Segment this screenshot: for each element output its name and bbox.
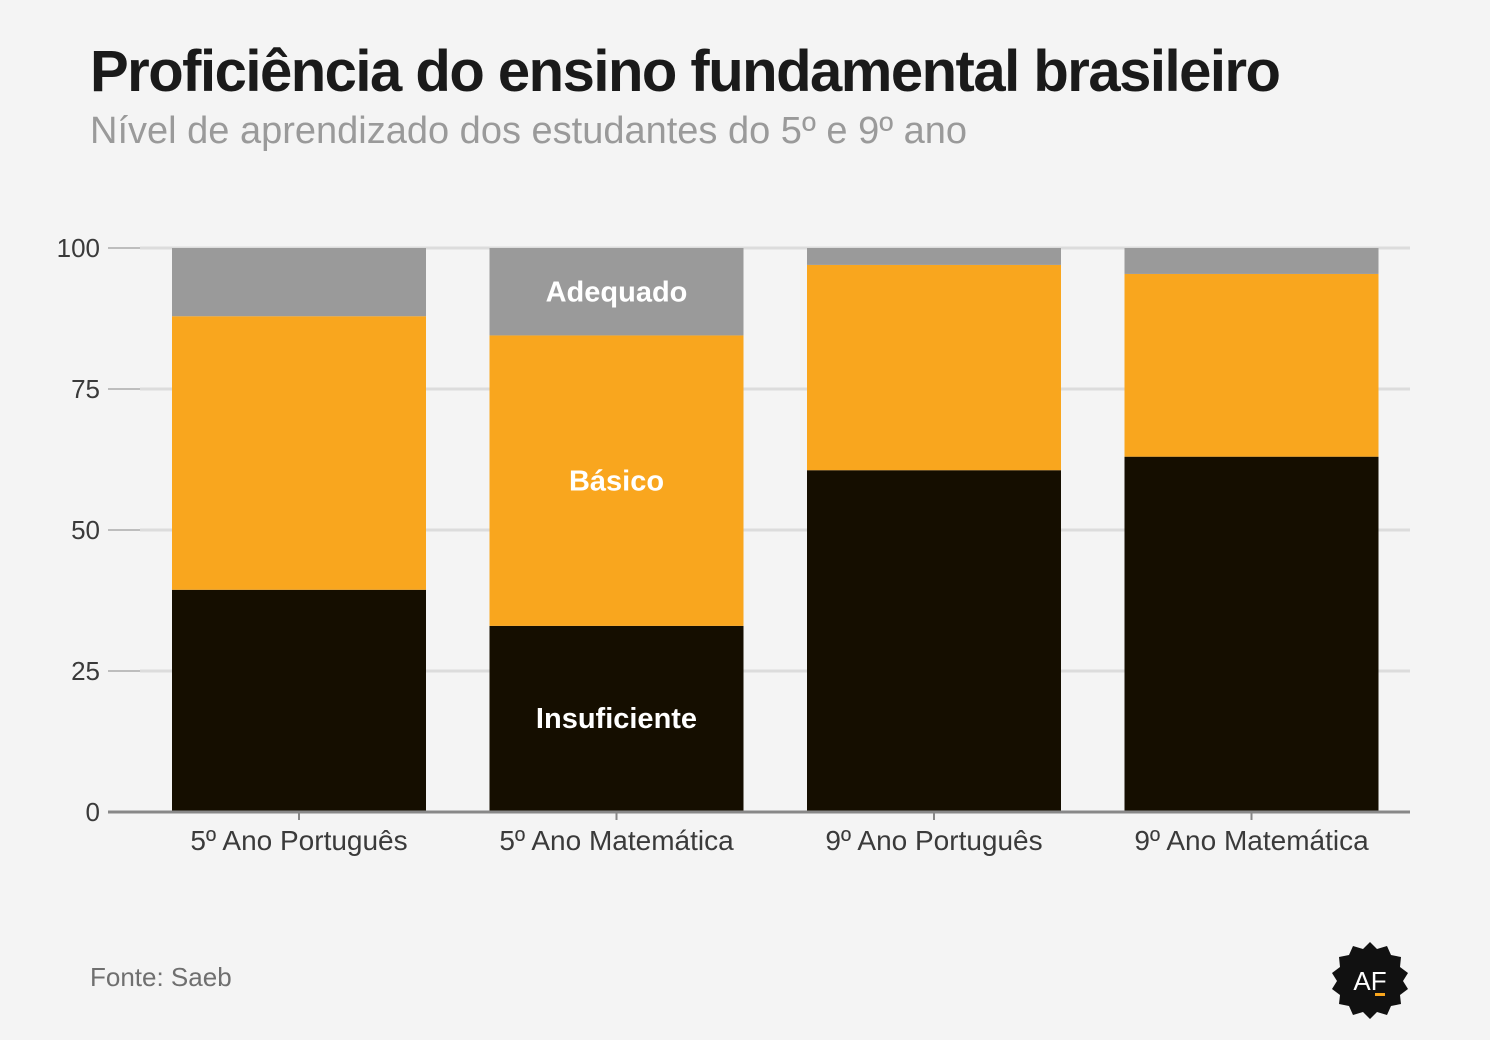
x-tick-label: 9º Ano Matemática: [1134, 825, 1369, 856]
stacked-bar-chart: 0 25 50 75 100 5º Ano Português 5º Ano Matemá…: [57, 233, 1410, 856]
bar-segment: [172, 248, 426, 317]
bar-segment: [807, 264, 1061, 471]
bar-segment: [172, 589, 426, 812]
y-tick-label: 0: [86, 797, 100, 827]
bars: [172, 248, 1379, 812]
x-tick-label: 5º Ano Português: [190, 825, 407, 856]
bar-segment: [172, 316, 426, 590]
bar-segment: [489, 248, 744, 336]
segment-label: Básico: [569, 466, 664, 498]
bar-segment: [807, 470, 1061, 812]
y-tick-label: 75: [71, 374, 100, 404]
segment-label: Insuficiente: [536, 703, 697, 735]
bar-segment: [1124, 456, 1379, 812]
y-tick-label: 100: [57, 233, 100, 263]
af-logo-accent: [1375, 993, 1385, 996]
y-tick-label: 50: [71, 515, 100, 545]
bar-segment: [1124, 248, 1379, 274]
bar-segment: [489, 335, 744, 626]
bar-segment: [489, 625, 744, 812]
af-logo: AF: [1332, 942, 1408, 1019]
y-axis-ticks: 0 25 50 75 100: [57, 233, 140, 827]
bar-segment: [807, 248, 1061, 265]
source-note: Fonte: Saeb: [90, 962, 232, 992]
af-logo-badge: [1332, 942, 1408, 1019]
chart-subtitle: Nível de aprendizado dos estudantes do 5…: [90, 110, 968, 152]
x-tick-label: 9º Ano Português: [825, 825, 1042, 856]
af-logo-text: AF: [1353, 966, 1386, 996]
chart-title: Proficiência do ensino fundamental brasi…: [90, 39, 1281, 104]
segment-labels: Insuficiente Básico Adequado: [536, 277, 697, 735]
segment-label: Adequado: [546, 277, 688, 309]
bar-segment: [1124, 273, 1379, 457]
x-axis-labels: 5º Ano Português 5º Ano Matemática 9º Ano …: [190, 825, 1369, 856]
y-tick-label: 25: [71, 656, 100, 686]
x-axis: [108, 810, 1410, 820]
x-tick-label: 5º Ano Matemática: [499, 825, 734, 856]
